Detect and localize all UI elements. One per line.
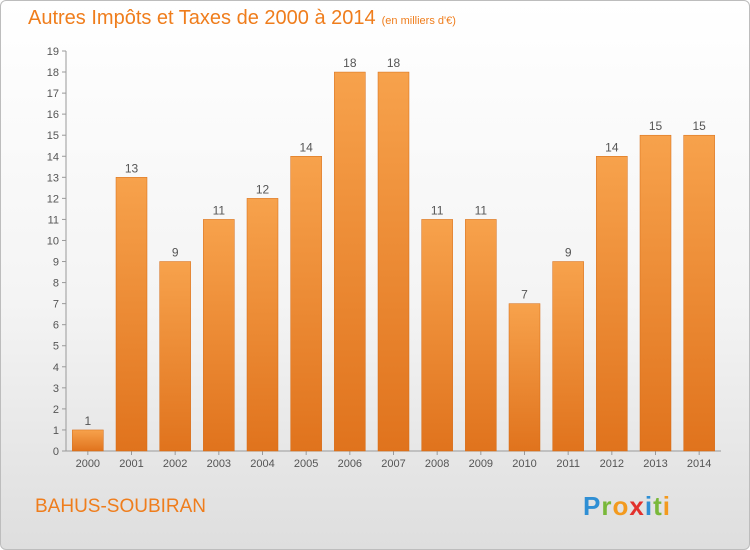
bar [72, 429, 104, 452]
y-tick-label: 2 [53, 404, 59, 416]
y-tick-label: 14 [47, 151, 59, 163]
bars-group [72, 71, 715, 452]
y-tick-label: 4 [53, 362, 59, 374]
bar-value-label: 14 [299, 140, 313, 154]
bar-value-label: 13 [125, 161, 139, 175]
logo-letter: o [612, 491, 630, 521]
bar-value-label: 15 [649, 119, 663, 133]
x-tick-label: 2003 [207, 458, 231, 470]
bar [465, 219, 497, 452]
proxiti-logo: Proxiti [583, 491, 671, 522]
bar-value-label: 9 [172, 246, 179, 260]
y-tick-label: 7 [53, 299, 59, 311]
y-tick-label: 17 [47, 88, 59, 100]
bar [683, 134, 715, 452]
logo-letter: i [662, 491, 671, 521]
bar-value-label: 7 [521, 288, 528, 302]
commune-name: BAHUS-SOUBIRAN [35, 496, 207, 517]
value-labels-group: 1 13 9 11 12 14 18 18 11 11 7 9 14 15 15 [84, 56, 706, 428]
y-tick-label: 5 [53, 341, 59, 353]
y-tick-label: 10 [47, 235, 59, 247]
logo-letter: x [629, 491, 645, 521]
x-tick-label: 2012 [600, 458, 624, 470]
y-tick-label: 12 [47, 193, 59, 205]
y-tick-label: 13 [47, 172, 59, 184]
bar-value-label: 18 [343, 56, 357, 70]
bar-value-label: 11 [213, 203, 226, 217]
bar [421, 219, 453, 452]
x-tick-label: 2004 [250, 458, 274, 470]
bar-value-label: 12 [256, 182, 270, 196]
bar [334, 71, 366, 452]
bar-value-label: 14 [605, 140, 619, 154]
logo-letter: t [653, 491, 663, 521]
bar [203, 219, 235, 452]
y-tick-label: 19 [47, 46, 59, 58]
chart-unit: (en milliers d'€) [381, 15, 456, 27]
bar [596, 156, 628, 452]
x-tick-label: 2011 [556, 458, 580, 470]
bar-value-label: 15 [692, 119, 706, 133]
x-tick-label: 2009 [469, 458, 493, 470]
bar [159, 261, 191, 452]
y-tick-label: 6 [53, 320, 59, 332]
y-tick-label: 0 [53, 446, 59, 458]
logo-letter: P [583, 491, 602, 521]
chart-title-text: Autres Impôts et Taxes de 2000 à 2014 [28, 7, 376, 29]
bar [552, 261, 584, 452]
bar [377, 71, 410, 452]
y-tick-label: 9 [53, 257, 59, 269]
chart-title: Autres Impôts et Taxes de 2000 à 2014 (en… [28, 7, 456, 30]
x-tick-label: 2001 [119, 458, 143, 470]
bar [639, 134, 672, 452]
x-tick-label: 2005 [294, 458, 318, 470]
bar-value-label: 18 [387, 56, 401, 70]
logo-letter: i [644, 491, 654, 521]
bar [508, 303, 541, 452]
bar-value-label: 9 [565, 246, 572, 260]
x-tick-label: 2007 [381, 458, 405, 470]
y-tick-label: 8 [53, 278, 59, 290]
x-tick-label: 2010 [512, 458, 536, 470]
bar [290, 156, 322, 452]
x-tick-label: 2002 [163, 458, 187, 470]
logo-letter: r [601, 491, 613, 521]
y-tick-label: 18 [47, 67, 59, 79]
x-tick-label: 2006 [338, 458, 362, 470]
bar-value-label: 11 [431, 203, 444, 217]
x-tick-label: 2000 [76, 458, 100, 470]
bar [115, 177, 148, 452]
x-tick-label: 2013 [643, 458, 667, 470]
y-tick-label: 3 [53, 383, 59, 395]
bar-value-label: 1 [84, 414, 91, 428]
y-tick-label: 15 [47, 130, 59, 142]
y-tick-label: 1 [53, 425, 59, 437]
y-tick-label: 11 [48, 214, 59, 226]
x-tick-label: 2008 [425, 458, 449, 470]
y-tick-label: 16 [47, 109, 59, 121]
bar-value-label: 11 [475, 203, 488, 217]
x-tick-label: 2014 [687, 458, 711, 470]
bar [246, 198, 279, 452]
